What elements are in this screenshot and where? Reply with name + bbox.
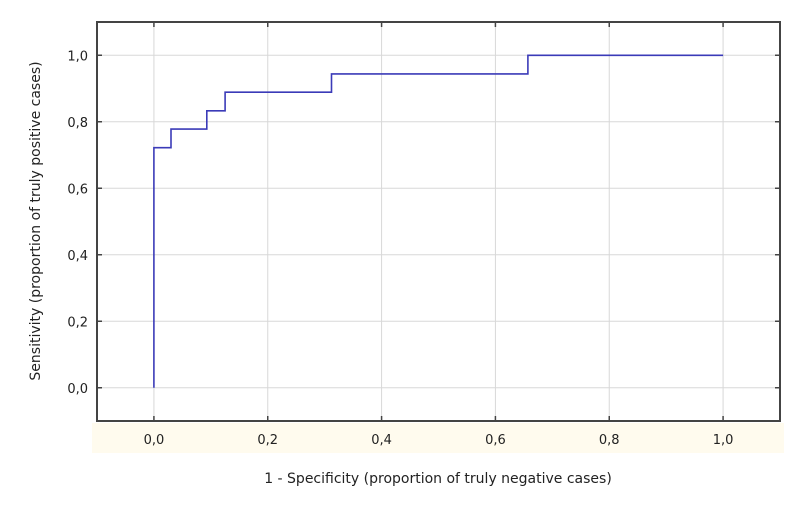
y-axis-label: Sensitivity (proportion of truly positiv… xyxy=(28,61,44,380)
x-tick-label: 0,8 xyxy=(599,433,620,448)
plot-frame xyxy=(96,21,781,422)
roc-curve xyxy=(153,54,724,388)
x-tick-label: 0,0 xyxy=(144,433,165,448)
x-tick-label: 0,2 xyxy=(257,433,278,448)
ticks: 0,0 0,2 0,4 0,6 0,8 1,0 0,0 0,2 0,4 0,6 0,8 1,0 xyxy=(67,22,780,448)
x-tick-label: 0,6 xyxy=(485,433,506,448)
y-tick-label: 0,6 xyxy=(67,182,88,197)
y-tick-label: 0,0 xyxy=(67,382,88,397)
y-tick-label: 0,8 xyxy=(67,116,88,131)
plot-area xyxy=(97,22,780,421)
xtick-band xyxy=(92,423,784,453)
x-tick-label: 0,4 xyxy=(371,433,392,448)
y-tick-label: 0,4 xyxy=(67,249,88,264)
grid xyxy=(97,22,780,421)
y-tick-label: 0,2 xyxy=(67,315,88,330)
x-axis-label: 1 - Specificity (proportion of truly neg… xyxy=(264,471,612,487)
x-tick-label: 1,0 xyxy=(713,433,734,448)
series-layer xyxy=(153,54,724,388)
y-tick-label: 1,0 xyxy=(67,49,88,64)
